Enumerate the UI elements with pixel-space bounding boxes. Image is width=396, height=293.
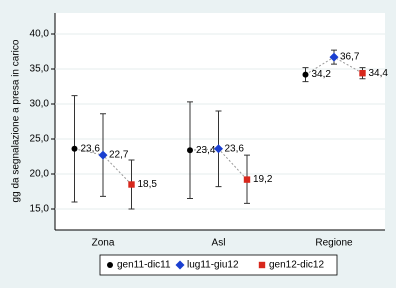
data-point	[71, 145, 78, 152]
value-label: 34,4	[369, 68, 389, 79]
plot-area	[55, 13, 385, 230]
value-label: 23,4	[196, 145, 216, 156]
data-point	[359, 70, 366, 77]
data-point	[128, 181, 135, 188]
y-tick-label: 30,0	[30, 99, 50, 110]
y-tick-label: 15,0	[30, 204, 50, 215]
x-tick-label: Asl	[212, 238, 226, 249]
value-label: 19,2	[253, 174, 273, 185]
data-point	[98, 150, 108, 160]
value-label: 23,6	[225, 143, 245, 154]
y-tick-label: 35,0	[30, 64, 50, 75]
data-point	[302, 71, 309, 78]
value-label: 23,6	[81, 143, 101, 154]
y-tick-label: 20,0	[30, 169, 50, 180]
value-label: 18,5	[138, 179, 158, 190]
legend-label: gen12-dic12	[269, 260, 324, 271]
x-tick-label: Regione	[315, 238, 353, 249]
data-point	[214, 144, 223, 154]
legend-marker	[107, 262, 113, 268]
data-point	[243, 176, 251, 183]
x-tick-label: Zona	[92, 238, 115, 249]
value-label: 34,2	[312, 69, 332, 80]
y-axis-title: gg da segnalazione a presa in carico	[11, 39, 22, 202]
legend-marker	[258, 261, 266, 269]
value-label: 22,7	[109, 150, 129, 161]
legend-label: gen11-dic11	[117, 260, 171, 271]
value-label: 36,7	[340, 52, 360, 63]
legend-marker	[175, 260, 185, 270]
legend	[99, 254, 338, 276]
data-point	[329, 52, 339, 62]
legend-label: lug11-giu12	[187, 260, 239, 271]
data-point	[187, 147, 193, 154]
y-tick-label: 25,0	[30, 134, 50, 145]
y-tick-label: 40,0	[30, 29, 50, 40]
